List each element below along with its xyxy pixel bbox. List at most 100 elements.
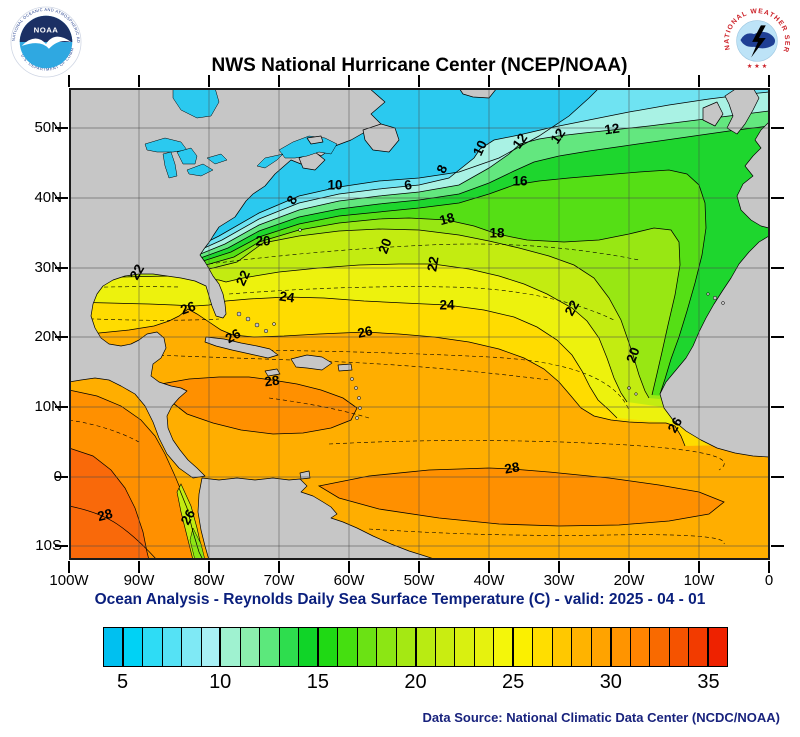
- colorbar-segment: [317, 628, 337, 666]
- anticosti-island: [306, 135, 324, 145]
- lat-tick-right: [771, 127, 784, 129]
- colorbar-tick-label: 15: [306, 671, 329, 693]
- nws-logo: NATIONAL WEATHER SERVICE ★ ★ ★: [722, 4, 792, 74]
- isotherm-line-layer: [69, 88, 770, 447]
- lat-tick-left: [55, 197, 68, 199]
- colorbar-segment: [356, 628, 376, 666]
- colorbar-segment: [493, 628, 513, 666]
- hispaniola-island: [290, 354, 333, 371]
- contour-label: 12: [604, 121, 621, 138]
- lon-axis-label: 0: [764, 572, 774, 589]
- contour-label: 16: [512, 174, 528, 189]
- contour-label: 20: [623, 345, 642, 364]
- colorbar-segment: [395, 628, 415, 666]
- colorbar-tick: [609, 627, 612, 667]
- cuba-island: [204, 336, 279, 359]
- contour-label: 26: [356, 323, 374, 341]
- land-layer: [69, 88, 770, 560]
- lat-tick-right: [771, 476, 784, 478]
- lon-tick-bottom: [558, 561, 560, 573]
- colorbar-segment: [551, 628, 571, 666]
- colorbar-segment: [239, 628, 259, 666]
- colorbar-tick-label: 25: [502, 671, 525, 693]
- lon-tick-bottom: [768, 561, 770, 573]
- colorbar-tick-label: 20: [404, 671, 427, 693]
- colorbar-segment: [512, 628, 532, 666]
- nws-stars: ★ ★ ★: [747, 63, 768, 70]
- colorbar-tick-label: 30: [599, 671, 622, 693]
- colorbar-tick: [316, 627, 319, 667]
- colorbar-segment: [434, 628, 454, 666]
- nws-lightning-icon: [751, 25, 766, 58]
- contour-label: 26: [178, 506, 199, 527]
- colorbar-segment: [142, 628, 162, 666]
- warm-patch-layer: [69, 376, 725, 560]
- colorbar-segment: [415, 628, 435, 666]
- great-lakes: [144, 137, 228, 179]
- lat-axis-label: 20N: [34, 328, 62, 345]
- colorbar-segment: [298, 628, 318, 666]
- lon-tick-bottom: [488, 561, 490, 573]
- lon-tick-bottom: [68, 561, 70, 573]
- newfoundland-island: [362, 123, 400, 153]
- colorbar-segment: [571, 628, 591, 666]
- colorbar-segment: [337, 628, 357, 666]
- hudson-bay: [172, 88, 220, 119]
- lon-tick-bottom: [628, 561, 630, 573]
- data-source-note: Data Source: National Climatic Data Cent…: [422, 710, 780, 725]
- colorbar-segment: [688, 628, 708, 666]
- lon-axis-label: 10W: [683, 572, 715, 589]
- contour-label: 26: [223, 326, 244, 347]
- latlon-grid-layer: [69, 88, 769, 560]
- colorbar-segment: [259, 628, 279, 666]
- colorbar-segment: [104, 628, 123, 666]
- noaa-logo: NATIONAL OCEANIC AND ATMOSPHERIC ADMINIS…: [10, 6, 82, 78]
- intermediate-isotherm-layer: [69, 243, 725, 560]
- lat-tick-left: [55, 336, 68, 338]
- contour-label: 18: [489, 226, 505, 241]
- lon-axis-label: 60W: [333, 572, 365, 589]
- lon-tick-bottom: [138, 561, 140, 573]
- lat-axis-label: 0: [0, 468, 62, 485]
- temperature-colorbar: [103, 627, 728, 667]
- colorbar-segment: [376, 628, 396, 666]
- colorbar-segment: [629, 628, 649, 666]
- lat-tick-right: [771, 267, 784, 269]
- contour-label: 12: [510, 131, 531, 152]
- lon-tick-bottom: [278, 561, 280, 573]
- lon-tick-bottom: [208, 561, 210, 573]
- colorbar-segment: [707, 628, 727, 666]
- colorbar-segment: [668, 628, 688, 666]
- lat-axis-label: 10S: [35, 537, 62, 554]
- contour-label: 26: [665, 414, 686, 435]
- lon-tick-top: [768, 75, 770, 87]
- contour-label: 28: [96, 506, 115, 525]
- map-subtitle: Ocean Analysis - Reynolds Daily Sea Surf…: [94, 591, 706, 608]
- colorbar-segment: [473, 628, 493, 666]
- lon-axis-label: 30W: [543, 572, 575, 589]
- jamaica-island: [264, 368, 281, 377]
- lon-axis-label: 20W: [613, 572, 645, 589]
- lon-axis-label: 90W: [123, 572, 155, 589]
- lon-tick-top: [558, 75, 560, 87]
- lat-axis-label: 10N: [34, 398, 62, 415]
- colorbar-tick: [707, 627, 710, 667]
- africa-landmass: [659, 235, 770, 458]
- contour-label: 12: [548, 126, 569, 147]
- colorbar-segment: [590, 628, 610, 666]
- contour-label: 22: [127, 262, 148, 283]
- lon-tick-top: [68, 75, 70, 87]
- colorbar-segment: [454, 628, 474, 666]
- contour-label: 6: [403, 177, 413, 193]
- great-britain-island: [724, 88, 760, 135]
- lon-tick-top: [208, 75, 210, 87]
- lat-tick-right: [771, 336, 784, 338]
- lon-tick-top: [698, 75, 700, 87]
- lat-tick-left: [55, 267, 68, 269]
- colorbar-segment: [220, 628, 240, 666]
- lat-axis-label: 50N: [34, 119, 62, 136]
- lon-axis-label: 70W: [263, 572, 295, 589]
- colorbar-tick: [121, 627, 124, 667]
- lon-tick-top: [628, 75, 630, 87]
